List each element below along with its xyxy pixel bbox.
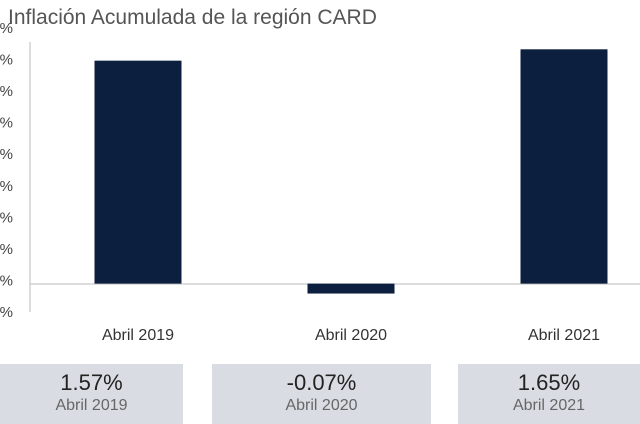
bar-0	[94, 60, 182, 284]
y-tick-label: %	[0, 52, 13, 69]
y-tick-label: %	[0, 272, 13, 289]
summary-card-2020: -0.07% Abril 2020	[212, 364, 431, 424]
summary-label: Abril 2020	[285, 397, 358, 414]
summary-value: -0.07%	[286, 370, 357, 395]
category-label: Abril 2021	[528, 327, 600, 344]
y-tick-label: %	[0, 20, 13, 37]
bar-1	[307, 283, 395, 294]
y-ticks: %%%%%%%%%%	[0, 20, 13, 321]
y-tick-label: %	[0, 304, 13, 321]
category-labels: Abril 2019 Abril 2020 Abril 2021	[102, 327, 600, 344]
category-label: Abril 2019	[102, 327, 174, 344]
y-tick-label: %	[0, 209, 13, 226]
y-tick-label: %	[0, 83, 13, 100]
summary-value: 1.65%	[517, 370, 581, 395]
bar-2	[520, 49, 608, 284]
summary-card-2021: 1.65% Abril 2021	[458, 364, 640, 424]
bars	[94, 49, 608, 294]
y-tick-label: %	[0, 178, 13, 195]
category-label: Abril 2020	[315, 327, 387, 344]
y-tick-label: %	[0, 241, 13, 258]
summary-label: Abril 2021	[512, 397, 586, 414]
bar-chart: %%%%%%%%%% Abril 2019 Abril 2020 Abril 202…	[0, 20, 640, 344]
y-tick-label: %	[0, 146, 13, 163]
y-tick-label: %	[0, 115, 13, 132]
chart-title: Inflación Acumulada de la región CARD	[8, 6, 377, 29]
summary-card-2019: 1.57% Abril 2019	[0, 364, 183, 424]
summary-label: Abril 2019	[55, 397, 128, 414]
summary-value: 1.57%	[60, 370, 123, 395]
